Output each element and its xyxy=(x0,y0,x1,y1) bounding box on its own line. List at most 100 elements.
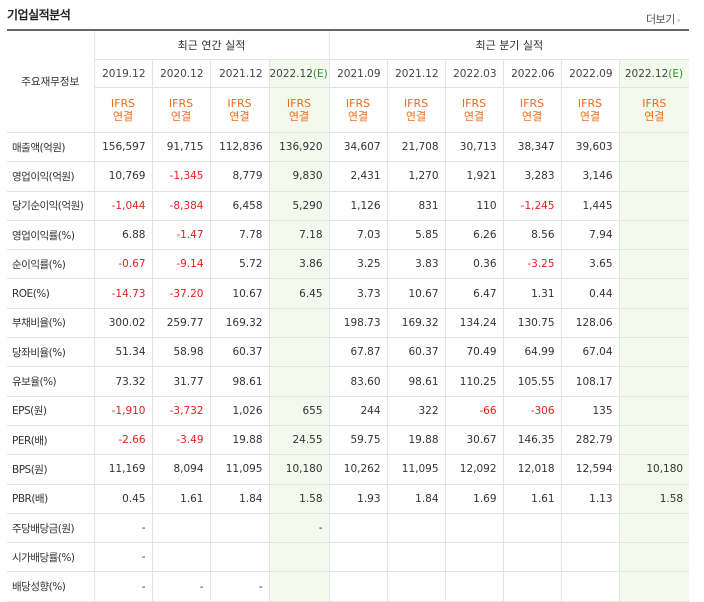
table-cell: 98.61 xyxy=(209,366,270,397)
table-cell: 31.77 xyxy=(151,366,211,397)
table-cell: 8.56 xyxy=(502,219,562,251)
table-cell: 282.79 xyxy=(560,424,620,456)
annual-group-header: 최근 연간 실적 xyxy=(93,29,330,60)
ifrs-line1: IFRS xyxy=(345,97,371,110)
table-row: 영업이익률(%) 6.88 -1.47 7.78 7.18 7.03 5.85 6.26 8.5… xyxy=(7,219,690,251)
ifrs-line2: 연결 xyxy=(112,110,134,123)
table-cell: 3.65 xyxy=(560,249,620,280)
table-cell: 30.67 xyxy=(444,424,504,456)
table-cell: 60.37 xyxy=(386,337,446,368)
table-cell: 10,180 xyxy=(618,454,690,485)
table-cell xyxy=(618,424,690,456)
table-cell: 11,095 xyxy=(386,454,446,485)
ifrs-label: IFRS 연결 xyxy=(386,87,446,133)
table-cell: - xyxy=(93,542,153,573)
ifrs-label: IFRS 연결 xyxy=(502,87,562,133)
table-cell xyxy=(618,190,690,221)
row-label: 유보율(%) xyxy=(7,366,95,397)
period-header: 2020.12 xyxy=(151,59,211,88)
period-label: 2021.12 xyxy=(219,67,263,80)
table-cell: 91,715 xyxy=(151,131,211,163)
row-label: 영업이익(억원) xyxy=(7,161,95,192)
table-cell: 169.32 xyxy=(209,307,270,339)
table-row: 순이익률(%) -0.67 -9.14 5.72 3.86 3.25 3.83 0.36 -3.… xyxy=(7,249,690,280)
table-cell xyxy=(386,512,446,544)
row-label: 시가배당률(%) xyxy=(7,542,95,573)
table-cell: 12,594 xyxy=(560,454,620,485)
table-cell: 1.13 xyxy=(560,483,620,514)
table-cell: 130.75 xyxy=(502,307,562,339)
ifrs-line1: IFRS xyxy=(168,97,194,110)
table-cell: 38,347 xyxy=(502,131,562,163)
table-cell: 19.88 xyxy=(209,424,270,456)
period-header: 2022.03 xyxy=(444,59,504,88)
table-cell: 110.25 xyxy=(444,366,504,397)
table-row: PER(배) -2.66 -3.49 19.88 24.55 59.75 19.88 30.6… xyxy=(7,424,690,456)
period-label: 2022.12 xyxy=(269,67,313,80)
row-label: 주당배당금(원) xyxy=(7,512,95,544)
table-row: ROE(%) -14.73 -37.20 10.67 6.45 3.73 10.67 6.47… xyxy=(7,278,690,309)
row-label: 부채비율(%) xyxy=(7,307,95,339)
period-header: 2019.12 xyxy=(94,59,153,88)
table-cell: 135 xyxy=(560,395,620,426)
table-cell: 128.06 xyxy=(560,307,620,339)
table-cell xyxy=(618,395,690,426)
table-cell: 3.86 xyxy=(268,249,330,280)
row-label: PBR(배) xyxy=(7,483,95,514)
table-row: PBR(배) 0.45 1.61 1.84 1.58 1.93 1.84 1.69 1.61 1.… xyxy=(7,483,690,514)
table-cell: 10,262 xyxy=(328,454,388,485)
ifrs-line2: 연결 xyxy=(288,110,310,123)
table-cell: 67.87 xyxy=(328,337,388,368)
table-cell: 322 xyxy=(386,395,446,426)
table-cell xyxy=(618,131,690,163)
ifrs-line1: IFRS xyxy=(286,97,312,110)
quarter-group-header: 최근 분기 실적 xyxy=(328,29,690,60)
table-cell: -3.25 xyxy=(502,249,562,280)
period-label: 2022.03 xyxy=(453,67,497,80)
ifrs-line1: IFRS xyxy=(519,97,545,110)
table-cell xyxy=(502,512,562,544)
table-cell: -1.47 xyxy=(151,219,211,251)
table-cell: 67.04 xyxy=(560,337,620,368)
ifrs-line2: 연결 xyxy=(347,110,369,123)
row-label: 당기순이익(억원) xyxy=(7,190,95,221)
table-cell: 7.03 xyxy=(328,219,388,251)
table-cell: 5.85 xyxy=(386,219,446,251)
section-title: 기업실적분석 xyxy=(7,8,71,22)
table-cell: 146.35 xyxy=(502,424,562,456)
table-cell: 58.98 xyxy=(151,337,211,368)
table-cell: 1.58 xyxy=(618,483,690,514)
table-cell: 10.67 xyxy=(386,278,446,309)
ifrs-line1: IFRS xyxy=(461,97,487,110)
ifrs-line1: IFRS xyxy=(110,97,136,110)
table-cell: 10,180 xyxy=(268,454,330,485)
table-cell: 98.61 xyxy=(386,366,446,397)
ifrs-line2: 연결 xyxy=(521,110,543,123)
table-cell: 3.25 xyxy=(328,249,388,280)
table-cell: 1,921 xyxy=(444,161,504,192)
table-cell xyxy=(151,512,211,544)
table-cell xyxy=(268,307,330,339)
table-cell: 11,095 xyxy=(209,454,270,485)
table-cell: 59.75 xyxy=(328,424,388,456)
table-cell: 30,713 xyxy=(444,131,504,163)
table-cell xyxy=(268,337,330,368)
table-row: 당기순이익(억원) -1,044 -8,384 6,458 5,290 1,126 831 1… xyxy=(7,190,690,221)
ifrs-line2: 연결 xyxy=(405,110,427,123)
table-cell: 7.18 xyxy=(268,219,330,251)
table-cell: -8,384 xyxy=(151,190,211,221)
period-label: 2022.09 xyxy=(569,67,613,80)
estimate-marker: (E) xyxy=(668,67,684,80)
table-cell: 110 xyxy=(444,190,504,221)
table-cell: 24.55 xyxy=(268,424,330,456)
table-cell: - xyxy=(268,512,330,544)
table-cell: 259.77 xyxy=(151,307,211,339)
row-label: ROE(%) xyxy=(7,278,95,309)
financial-table: 주요재무정보 최근 연간 실적 최근 분기 실적 2019.12 2020.12 2… xyxy=(7,29,690,602)
ifrs-line2: 연결 xyxy=(170,110,192,123)
more-link[interactable]: 더보기 › xyxy=(646,11,681,27)
ifrs-line1: IFRS xyxy=(642,97,667,110)
period-header: 2021.12 xyxy=(209,59,270,88)
table-cell: -1,044 xyxy=(93,190,153,221)
table-cell: 7.94 xyxy=(560,219,620,251)
